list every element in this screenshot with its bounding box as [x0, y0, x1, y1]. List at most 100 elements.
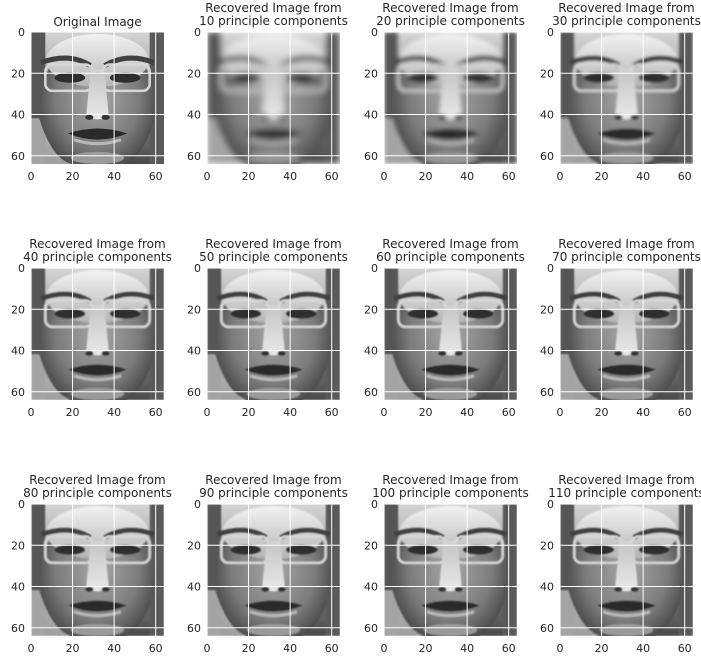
- x-tick-label: 20: [66, 406, 80, 419]
- panel-title-line: Recovered Image from: [29, 473, 165, 487]
- face-image: [31, 504, 164, 646]
- x-tick-label: 60: [149, 170, 163, 183]
- panel-title-line: Recovered Image from: [205, 1, 341, 15]
- x-tick-label: 0: [204, 406, 211, 419]
- face-image: [31, 268, 164, 410]
- y-tick-label: 20: [540, 67, 554, 80]
- panel-title-line: 70 principle components: [552, 250, 701, 264]
- y-tick-label: 0: [18, 262, 25, 275]
- panel-title-line: 50 principle components: [199, 250, 348, 264]
- panel-title-line: 60 principle components: [376, 250, 525, 264]
- y-tick-label: 60: [187, 386, 201, 399]
- x-tick-label: 20: [419, 642, 433, 655]
- y-tick-label: 40: [364, 581, 378, 594]
- y-tick-label: 0: [18, 26, 25, 39]
- y-tick-label: 40: [11, 345, 25, 358]
- panel-title-line: Recovered Image from: [558, 237, 694, 251]
- y-tick-label: 0: [371, 26, 378, 39]
- x-tick-label: 0: [204, 170, 211, 183]
- x-tick-label: 60: [678, 406, 692, 419]
- x-tick-label: 40: [107, 642, 121, 655]
- y-tick-label: 20: [11, 539, 25, 552]
- x-tick-label: 40: [636, 170, 650, 183]
- panel-title-line: 40 principle components: [23, 250, 172, 264]
- x-tick-label: 40: [636, 406, 650, 419]
- y-tick-label: 60: [364, 386, 378, 399]
- y-tick-label: 20: [364, 303, 378, 316]
- y-tick-label: 0: [194, 262, 201, 275]
- x-tick-label: 40: [283, 170, 297, 183]
- x-tick-label: 0: [204, 642, 211, 655]
- x-tick-label: 0: [557, 406, 564, 419]
- panel-title-line: Recovered Image from: [382, 237, 518, 251]
- x-tick-label: 0: [381, 642, 388, 655]
- y-tick-label: 20: [187, 303, 201, 316]
- panel-title-line: Recovered Image from: [558, 473, 694, 487]
- y-tick-label: 60: [11, 150, 25, 163]
- y-tick-label: 0: [547, 262, 554, 275]
- x-tick-label: 0: [28, 170, 35, 183]
- y-tick-label: 60: [540, 622, 554, 635]
- y-tick-label: 60: [11, 622, 25, 635]
- y-tick-label: 0: [371, 262, 378, 275]
- panel-title-line: 100 principle components: [372, 486, 528, 500]
- face-image: [560, 32, 693, 174]
- y-tick-label: 20: [540, 303, 554, 316]
- y-tick-label: 40: [187, 581, 201, 594]
- y-tick-label: 0: [547, 498, 554, 511]
- y-tick-label: 60: [364, 622, 378, 635]
- y-tick-label: 40: [540, 345, 554, 358]
- face-image: [384, 32, 517, 174]
- y-tick-label: 40: [364, 109, 378, 122]
- face-image: [207, 268, 340, 410]
- x-tick-label: 20: [419, 406, 433, 419]
- y-tick-label: 60: [364, 150, 378, 163]
- x-tick-label: 60: [502, 170, 516, 183]
- x-tick-label: 20: [595, 406, 609, 419]
- x-tick-label: 40: [460, 642, 474, 655]
- x-tick-label: 40: [460, 170, 474, 183]
- x-tick-label: 0: [557, 642, 564, 655]
- x-tick-label: 40: [283, 642, 297, 655]
- panel-title-line: 20 principle components: [376, 14, 525, 28]
- panel-title-line: Recovered Image from: [205, 473, 341, 487]
- x-tick-label: 20: [595, 642, 609, 655]
- x-tick-label: 0: [557, 170, 564, 183]
- face-image: [384, 268, 517, 410]
- y-tick-label: 20: [364, 67, 378, 80]
- y-tick-label: 40: [11, 581, 25, 594]
- face-image: [384, 504, 517, 646]
- x-tick-label: 20: [242, 642, 256, 655]
- x-tick-label: 40: [636, 642, 650, 655]
- x-tick-label: 0: [381, 406, 388, 419]
- x-tick-label: 60: [325, 642, 339, 655]
- panel-title-line: Recovered Image from: [205, 237, 341, 251]
- x-tick-label: 0: [28, 406, 35, 419]
- x-tick-label: 40: [107, 406, 121, 419]
- x-tick-label: 60: [502, 642, 516, 655]
- panel-title-line: Recovered Image from: [29, 237, 165, 251]
- x-tick-label: 60: [325, 406, 339, 419]
- y-tick-label: 60: [187, 622, 201, 635]
- panel-title-line: 30 principle components: [552, 14, 701, 28]
- face-image: [31, 32, 164, 174]
- x-tick-label: 20: [242, 170, 256, 183]
- x-tick-label: 60: [325, 170, 339, 183]
- x-tick-label: 60: [149, 406, 163, 419]
- y-tick-label: 40: [187, 345, 201, 358]
- y-tick-label: 0: [18, 498, 25, 511]
- x-tick-label: 20: [66, 642, 80, 655]
- panel-title-line: 90 principle components: [199, 486, 348, 500]
- y-tick-label: 60: [540, 386, 554, 399]
- y-tick-label: 60: [540, 150, 554, 163]
